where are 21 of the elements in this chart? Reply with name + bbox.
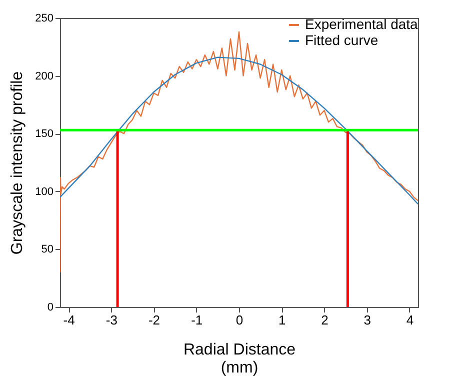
- x-tick-label: -2: [148, 312, 160, 328]
- y-tick-label: 0: [47, 302, 54, 314]
- x-tick-label: -3: [106, 312, 118, 328]
- y-tick-label: 100: [35, 186, 54, 198]
- x-tick-label: 2: [321, 312, 328, 328]
- line-series: [60, 56, 418, 205]
- x-axis-title: Radial Distance (mm): [183, 342, 296, 376]
- x-tick-label: 1: [278, 312, 286, 328]
- x-tick-label: -1: [191, 312, 203, 328]
- x-tick-label: 3: [364, 312, 371, 328]
- line-series: [60, 31, 418, 273]
- y-axis-title: Grayscale intensity profile: [9, 71, 26, 255]
- y-tick-label: 250: [35, 12, 54, 24]
- legend-label: Fitted curve: [305, 32, 378, 48]
- y-tick-label: 200: [35, 70, 54, 82]
- y-tick-label: 50: [41, 244, 54, 256]
- legend-label: Experimental data: [305, 16, 418, 32]
- y-tick-label: 150: [35, 128, 54, 140]
- x-tick-label: -4: [63, 312, 75, 328]
- x-tick-label: 4: [406, 312, 414, 328]
- x-tick-label: 0: [236, 312, 244, 328]
